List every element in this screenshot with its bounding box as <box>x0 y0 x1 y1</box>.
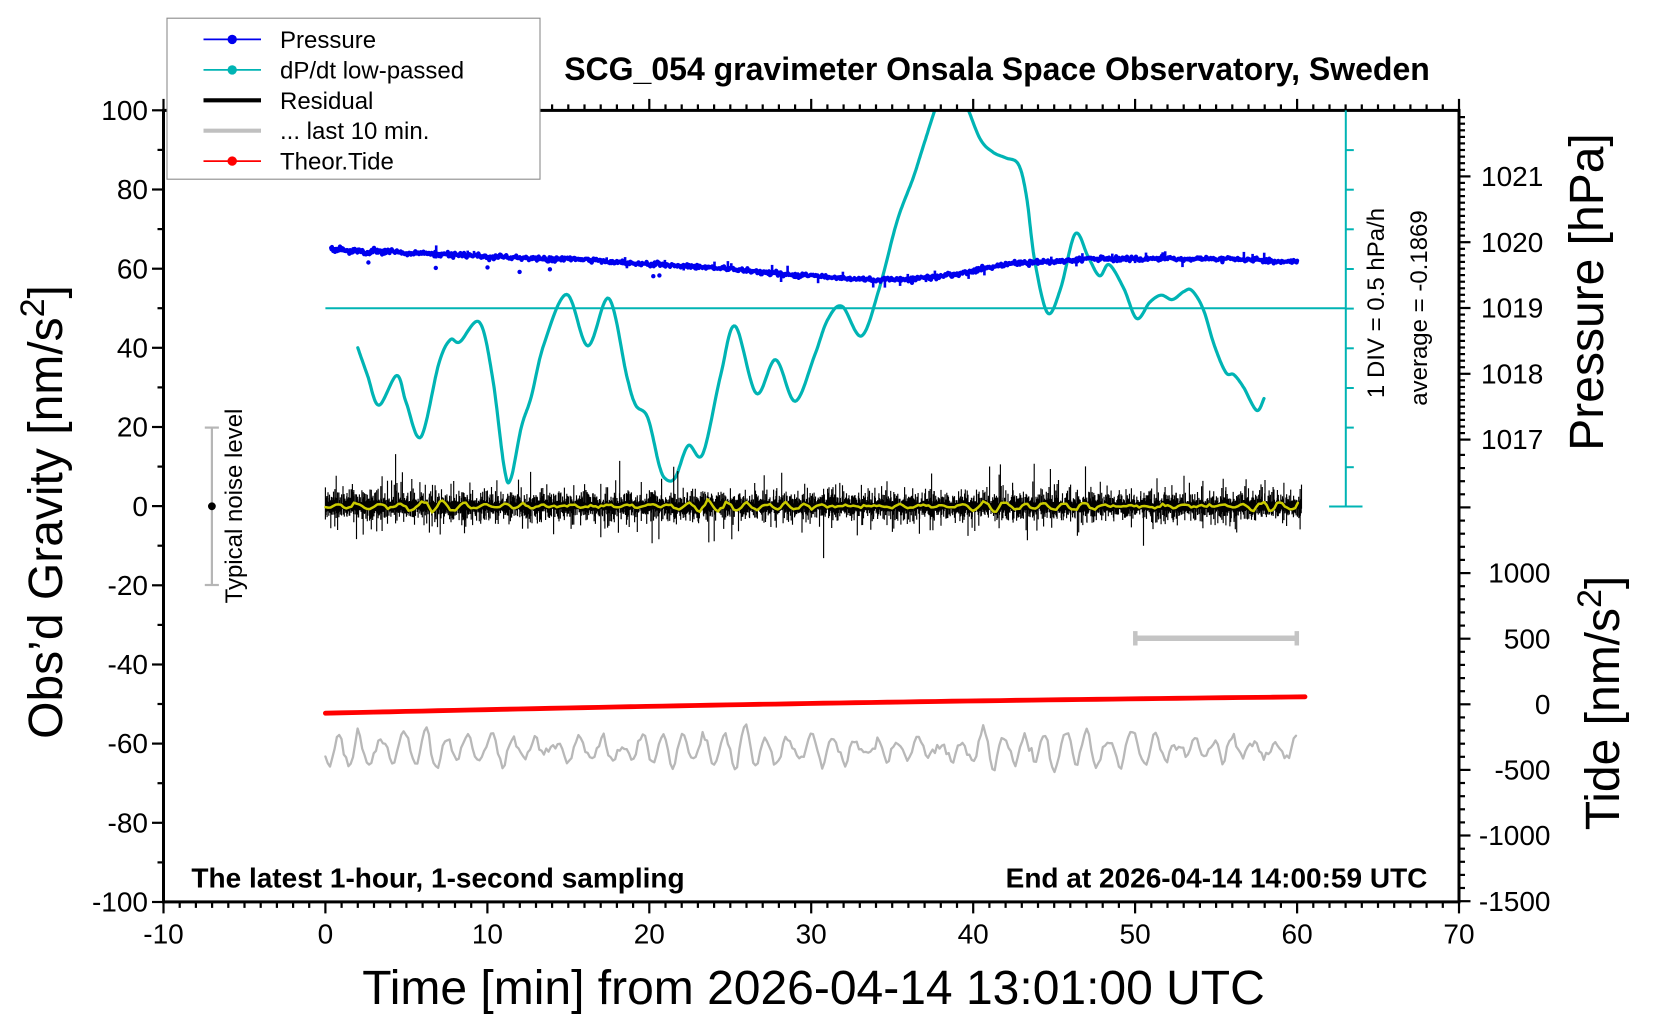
svg-text:Obs’d Gravity [nm/s2]: Obs’d Gravity [nm/s2] <box>14 285 73 739</box>
svg-text:40: 40 <box>958 919 989 950</box>
svg-text:10: 10 <box>472 919 503 950</box>
svg-text:-10: -10 <box>143 919 183 950</box>
svg-text:500: 500 <box>1504 623 1551 654</box>
svg-text:average = -0.1869: average = -0.1869 <box>1406 210 1433 405</box>
svg-text:50: 50 <box>1120 919 1151 950</box>
svg-text:SCG_054 gravimeter Onsala Spac: SCG_054 gravimeter Onsala Space Observat… <box>564 51 1430 87</box>
svg-text:30: 30 <box>796 919 827 950</box>
svg-text:0: 0 <box>318 919 334 950</box>
svg-text:-80: -80 <box>108 807 148 838</box>
svg-text:Residual: Residual <box>280 88 373 115</box>
svg-text:Pressure [hPa]: Pressure [hPa] <box>1561 133 1614 450</box>
svg-text:1020: 1020 <box>1481 227 1543 258</box>
svg-text:80: 80 <box>117 174 148 205</box>
svg-text:70: 70 <box>1443 919 1474 950</box>
svg-text:1017: 1017 <box>1481 424 1543 455</box>
svg-text:-1000: -1000 <box>1479 820 1551 851</box>
svg-text:-60: -60 <box>108 728 148 759</box>
svg-text:1000: 1000 <box>1488 558 1550 589</box>
svg-text:100: 100 <box>101 95 148 126</box>
svg-text:1021: 1021 <box>1481 161 1543 192</box>
svg-text:0: 0 <box>132 491 148 522</box>
svg-text:Time [min] from 2026-04-14 13:: Time [min] from 2026-04-14 13:01:00 UTC <box>362 962 1265 1015</box>
svg-text:60: 60 <box>1282 919 1313 950</box>
svg-text:Typical noise level: Typical noise level <box>221 409 248 604</box>
svg-text:Tide [nm/s2]: Tide [nm/s2] <box>1571 576 1630 831</box>
svg-text:The latest 1-hour, 1-second sa: The latest 1-hour, 1-second sampling <box>191 863 684 894</box>
svg-text:1019: 1019 <box>1481 293 1543 324</box>
svg-text:1 DIV = 0.5 hPa/h: 1 DIV = 0.5 hPa/h <box>1363 208 1390 398</box>
svg-text:Theor.Tide: Theor.Tide <box>280 149 394 176</box>
svg-text:... last 10 min.: ... last 10 min. <box>280 118 429 145</box>
svg-text:60: 60 <box>117 253 148 284</box>
svg-text:-100: -100 <box>92 887 148 918</box>
svg-text:20: 20 <box>634 919 665 950</box>
svg-text:40: 40 <box>117 332 148 363</box>
svg-text:0: 0 <box>1535 689 1551 720</box>
svg-text:-500: -500 <box>1494 755 1550 786</box>
svg-text:1018: 1018 <box>1481 358 1543 389</box>
svg-text:dP/dt low-passed: dP/dt low-passed <box>280 57 464 84</box>
svg-text:-1500: -1500 <box>1479 886 1551 917</box>
svg-text:End at 2026-04-14 14:00:59 UTC: End at 2026-04-14 14:00:59 UTC <box>1006 863 1428 894</box>
svg-text:-20: -20 <box>108 570 148 601</box>
svg-text:-40: -40 <box>108 649 148 680</box>
svg-text:Pressure: Pressure <box>280 27 376 54</box>
svg-text:20: 20 <box>117 412 148 443</box>
